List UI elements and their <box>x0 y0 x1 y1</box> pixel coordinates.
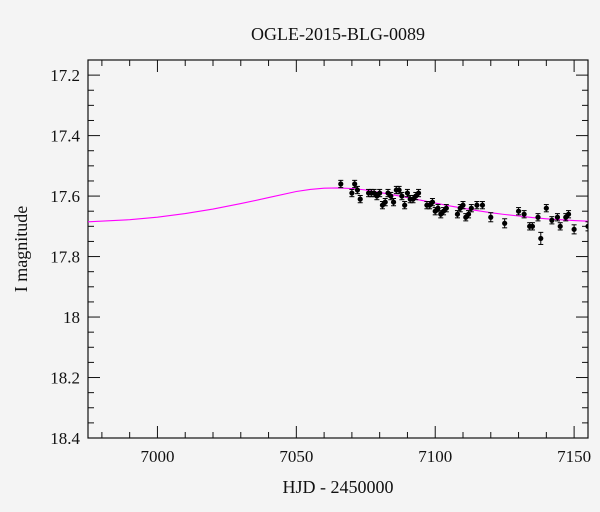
data-point <box>529 223 536 229</box>
x-axis-ticks <box>101 60 575 438</box>
y-tick-label: 18.4 <box>50 429 80 448</box>
data-point <box>415 190 422 196</box>
y-tick-label: 18 <box>63 308 80 327</box>
model-curve <box>88 187 588 223</box>
data-point <box>565 211 572 217</box>
data-point <box>349 190 355 196</box>
data-point <box>402 202 408 208</box>
x-tick-label: 7150 <box>557 447 591 466</box>
data-point <box>538 235 544 242</box>
data-point <box>557 223 563 229</box>
data-point <box>521 211 527 217</box>
data-point <box>460 202 466 208</box>
data-point <box>465 211 472 217</box>
data-point <box>443 205 449 211</box>
data-point <box>468 205 474 211</box>
x-axis-title: HJD - 2450000 <box>283 477 394 497</box>
y-tick-label: 17.4 <box>50 127 80 146</box>
data-point <box>571 226 577 232</box>
data-point <box>488 214 494 220</box>
data-point <box>585 223 588 229</box>
data-point <box>388 193 394 199</box>
y-axis-title: I magnitude <box>11 206 31 292</box>
data-point <box>429 199 436 205</box>
data-point <box>515 208 522 214</box>
data-point <box>549 217 555 223</box>
data-point <box>357 196 363 202</box>
data-point <box>535 214 541 220</box>
plot-area <box>88 179 588 245</box>
y-axis-tick-labels: 17.2 17.4 17.6 17.8 18 18.2 18.4 <box>50 66 80 448</box>
data-point <box>502 220 508 226</box>
data-point <box>390 199 397 205</box>
data-point <box>396 187 402 193</box>
data-point <box>404 190 411 196</box>
plot-frame <box>87 59 589 439</box>
data-point <box>479 202 486 208</box>
y-tick-label: 17.2 <box>50 66 80 85</box>
x-tick-label: 7000 <box>140 447 174 466</box>
y-tick-label: 17.8 <box>50 248 80 267</box>
x-axis-tick-labels: 7000 7050 7100 7150 <box>140 447 591 466</box>
data-point <box>354 187 361 193</box>
data-point <box>338 181 344 187</box>
data-point <box>543 205 549 211</box>
y-tick-label: 17.6 <box>50 187 80 206</box>
data-point <box>435 205 441 211</box>
data-point <box>474 202 480 208</box>
data-point <box>454 211 461 217</box>
data-point <box>377 190 383 196</box>
y-axis-ticks <box>88 59 588 439</box>
x-tick-label: 7100 <box>418 447 452 466</box>
data-point <box>399 193 405 199</box>
data-point <box>352 181 358 187</box>
x-tick-label: 7050 <box>279 447 313 466</box>
y-tick-label: 18.2 <box>50 369 80 388</box>
data-point <box>554 214 561 220</box>
data-point <box>382 199 388 205</box>
chart-title: OGLE-2015-BLG-0089 <box>251 24 425 44</box>
